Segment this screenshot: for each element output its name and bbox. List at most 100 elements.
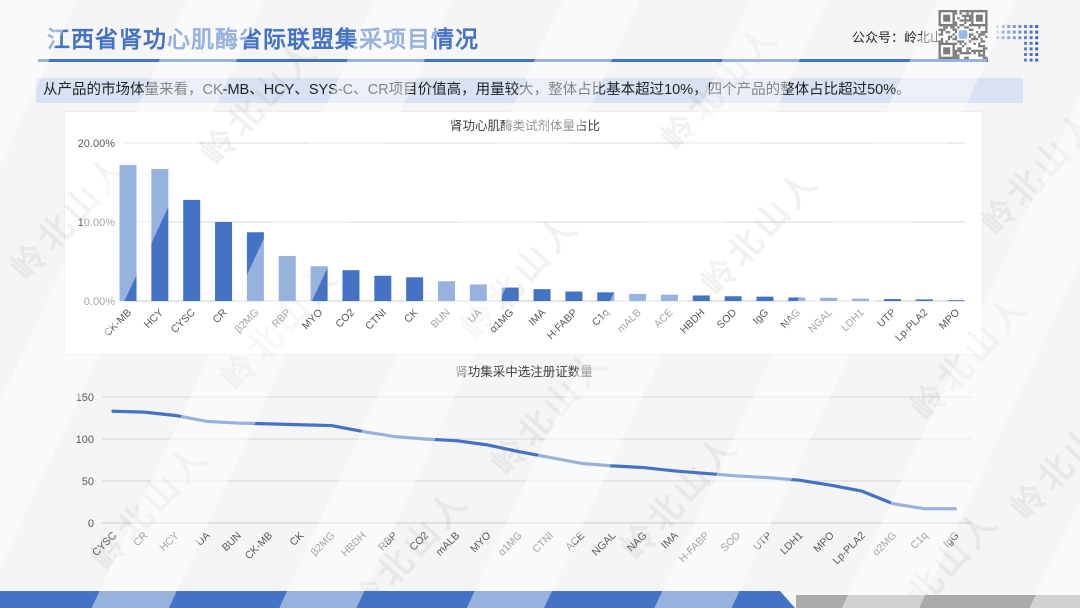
qr-module xyxy=(985,28,988,31)
dot xyxy=(1029,36,1033,40)
bar xyxy=(119,165,137,301)
dot xyxy=(1029,41,1033,45)
x-axis-label: LDH1 xyxy=(839,307,867,335)
qr-module xyxy=(957,54,960,57)
qr-module xyxy=(975,49,979,52)
qr-module xyxy=(959,52,962,55)
qr-module xyxy=(964,56,967,59)
chart-title: 肾功集采中选注册证数量 xyxy=(455,364,593,379)
dot xyxy=(1024,47,1027,51)
qr-module xyxy=(959,19,962,22)
x-axis-label: CYSC xyxy=(169,306,198,335)
dot xyxy=(1024,30,1027,34)
x-axis-label: CO2 xyxy=(407,530,431,554)
x-axis-label: CK xyxy=(288,530,307,549)
qr-module xyxy=(954,54,958,57)
qr-module xyxy=(954,52,958,55)
subtitle-highlight: 从产品的市场体量来看，CK-MB、HCY、SYS-C、CR项目价值高，用量较大，… xyxy=(36,78,1023,103)
x-axis-label: RBP xyxy=(376,530,400,554)
qr-module xyxy=(971,33,974,36)
x-axis-label: CR xyxy=(131,529,151,549)
footer-bar-gray xyxy=(796,595,1080,608)
qr-module xyxy=(964,26,967,29)
qr-module xyxy=(975,31,979,34)
qr-module xyxy=(980,31,983,34)
qr-module xyxy=(945,40,948,43)
qr-module xyxy=(957,56,960,59)
bar xyxy=(756,296,774,301)
x-axis-label: α2MG xyxy=(870,530,899,559)
x-axis-label: MPO xyxy=(811,530,836,555)
dot xyxy=(1024,58,1027,62)
qr-module xyxy=(961,19,965,22)
qr-module xyxy=(968,17,972,20)
qr-module xyxy=(947,38,951,41)
qr-module xyxy=(959,47,962,50)
qr-module xyxy=(973,35,976,38)
qr-module xyxy=(964,21,967,24)
dot xyxy=(1035,36,1039,40)
y-axis-tick: 20.00% xyxy=(78,138,116,150)
qr-module xyxy=(975,38,979,41)
x-axis-label: Lp-PLA2 xyxy=(831,530,868,567)
dot xyxy=(1012,36,1016,40)
qr-module xyxy=(978,26,981,29)
qr-module xyxy=(961,24,965,27)
bar xyxy=(692,295,710,301)
y-axis-tick: 0.00% xyxy=(84,296,115,308)
qr-module xyxy=(978,35,981,38)
qr-module xyxy=(957,49,960,52)
qr-module xyxy=(961,52,965,55)
dot xyxy=(996,30,999,34)
bar xyxy=(629,293,647,301)
qr-module xyxy=(945,31,948,34)
x-axis-label: UTP xyxy=(751,530,774,553)
qr-module xyxy=(966,19,969,22)
x-axis-label: LDH1 xyxy=(778,530,806,558)
qr-module xyxy=(982,45,986,48)
qr-module xyxy=(966,14,969,17)
account-label: 公众号：岭北山人 xyxy=(852,30,957,45)
bar xyxy=(183,199,201,301)
bar xyxy=(501,287,519,301)
bar-chart: 0.00% 10.00% 20.00% 肾功心肌酶类试剂体量占比 CK-MB HCY CYS… xyxy=(78,118,965,344)
bar-chart-panel: 0.00% 10.00% 20.00% 肾功心肌酶类试剂体量占比 CK-MB HCY CYS… xyxy=(65,112,982,354)
qr-module xyxy=(959,42,962,45)
qr-module xyxy=(978,33,981,36)
dot xyxy=(996,36,999,40)
qr-module xyxy=(952,26,955,29)
qr-module xyxy=(980,49,983,52)
x-axis-label: NGAL xyxy=(806,307,835,336)
x-axis-label: ACE xyxy=(652,307,676,331)
qr-module xyxy=(980,54,983,57)
qr-module xyxy=(968,19,972,22)
bar xyxy=(820,297,838,301)
qr-module xyxy=(950,35,953,38)
qr-module xyxy=(968,35,972,38)
qr-module xyxy=(938,40,941,43)
qr-module xyxy=(954,28,958,31)
qr-module xyxy=(985,26,988,29)
bar xyxy=(852,298,870,301)
qr-module xyxy=(982,33,986,36)
dot xyxy=(1035,58,1039,62)
qr-module xyxy=(954,42,958,45)
qr-module xyxy=(954,12,958,15)
dot xyxy=(1035,30,1039,34)
dot xyxy=(1018,36,1022,40)
dot xyxy=(1007,30,1011,34)
x-axis-label: CK-MB xyxy=(243,530,275,562)
x-axis-label: ACE xyxy=(563,530,587,554)
x-axis-label: SOD xyxy=(719,529,744,554)
x-axis-label: HCY xyxy=(157,530,181,554)
x-axis-label: HBDH xyxy=(678,307,708,337)
qr-module xyxy=(959,40,962,43)
qr-module xyxy=(964,17,967,20)
qr-module xyxy=(959,10,962,13)
x-axis-label: CR xyxy=(210,306,230,326)
qr-module xyxy=(985,35,988,38)
qr-module xyxy=(943,26,946,29)
qr-module xyxy=(952,28,955,31)
qr-module xyxy=(982,31,986,34)
dot xyxy=(1035,41,1039,45)
